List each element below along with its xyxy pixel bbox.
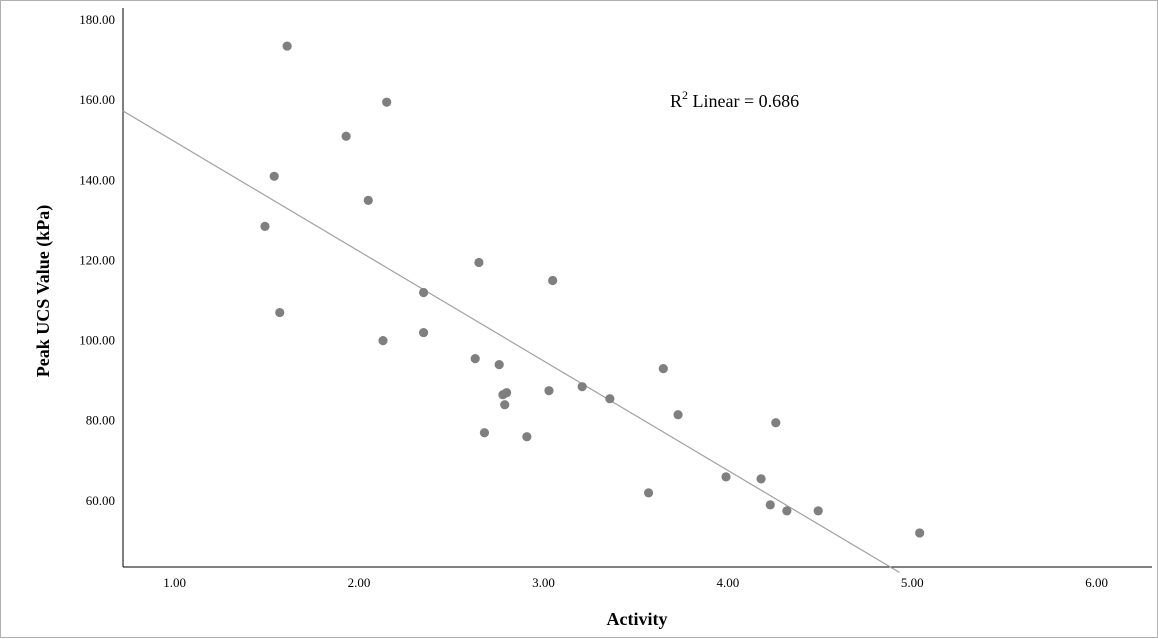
- data-point: [782, 506, 792, 516]
- data-point: [363, 195, 373, 205]
- data-point: [756, 474, 766, 484]
- data-points: [260, 41, 925, 538]
- data-point: [605, 394, 615, 404]
- data-point: [522, 432, 532, 442]
- y-tick-label: 140.00: [79, 172, 115, 187]
- r-squared-superscript: 2: [682, 88, 688, 102]
- data-point: [673, 410, 683, 420]
- r-squared-base: R: [670, 91, 682, 111]
- y-tick-label: 180.00: [79, 12, 115, 27]
- y-tick-label: 120.00: [79, 252, 115, 267]
- y-tick-label: 80.00: [86, 413, 115, 428]
- data-point: [498, 390, 508, 400]
- data-point: [813, 506, 823, 516]
- data-point: [260, 221, 270, 231]
- data-point: [658, 364, 668, 374]
- y-tick-label: 160.00: [79, 92, 115, 107]
- data-point: [915, 528, 925, 538]
- x-tick-label: 2.00: [348, 575, 371, 590]
- x-axis-title: Activity: [607, 609, 668, 629]
- data-point: [378, 335, 388, 346]
- data-point: [470, 354, 480, 364]
- data-point: [269, 171, 279, 181]
- y-axis-title: Peak UCS Value (kPa): [33, 205, 54, 378]
- data-point: [474, 257, 484, 268]
- x-tick-label: 4.00: [716, 575, 739, 590]
- y-tick-label: 60.00: [86, 493, 115, 508]
- x-tick-label: 3.00: [532, 575, 555, 590]
- data-point: [643, 488, 654, 498]
- data-point: [765, 500, 775, 510]
- data-point: [275, 307, 285, 318]
- x-tick-label: 6.00: [1085, 575, 1108, 590]
- data-point: [282, 41, 292, 51]
- data-point: [382, 97, 392, 107]
- x-tick-label: 1.00: [163, 575, 186, 590]
- fit-line: [122, 110, 900, 573]
- data-point: [548, 275, 558, 286]
- data-point: [500, 400, 510, 410]
- fit-line-group: [122, 110, 900, 573]
- data-point: [544, 386, 554, 396]
- data-point: [341, 131, 351, 141]
- y-tick-label: 100.00: [79, 333, 115, 348]
- data-point: [418, 287, 429, 298]
- r-squared-annotation: R2 Linear = 0.686: [670, 88, 799, 111]
- data-point: [721, 472, 731, 482]
- data-point: [771, 418, 781, 428]
- r-squared-text: Linear = 0.686: [688, 91, 799, 111]
- data-point: [494, 360, 504, 370]
- data-point: [418, 327, 429, 338]
- x-tick-label: 5.00: [901, 575, 924, 590]
- tick-labels: 1.00 2.00 3.00 4.00 5.00 6.00 60.00 80.00 100.00…: [79, 12, 1108, 590]
- data-point: [479, 428, 490, 438]
- data-point: [577, 382, 587, 392]
- axes: [122, 8, 1152, 568]
